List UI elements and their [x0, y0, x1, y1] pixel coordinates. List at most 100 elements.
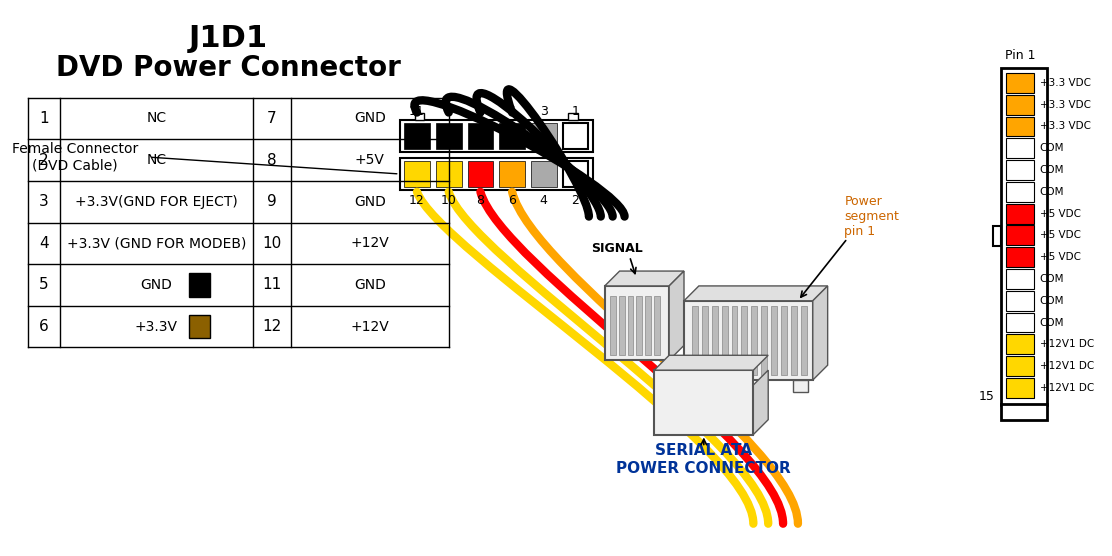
Bar	[645, 296, 652, 355]
Text: +5 VDC: +5 VDC	[1040, 252, 1081, 262]
Text: 5: 5	[39, 277, 49, 292]
Bar	[499, 161, 525, 187]
Text: +12V1 DC: +12V1 DC	[1040, 383, 1094, 393]
Text: 12: 12	[409, 194, 425, 207]
Text: 11: 11	[409, 106, 425, 118]
Bar	[1001, 68, 1046, 405]
Text: 1: 1	[39, 111, 49, 126]
Text: 4: 4	[39, 236, 49, 251]
Polygon shape	[684, 286, 827, 301]
Text: GND: GND	[354, 195, 386, 208]
Bar	[436, 123, 461, 149]
Text: 3: 3	[539, 106, 548, 118]
Bar	[1006, 335, 1034, 354]
Text: SIGNAL: SIGNAL	[590, 242, 643, 255]
Bar	[189, 315, 210, 339]
Bar	[752, 306, 757, 375]
Bar	[654, 370, 753, 435]
Text: +3.3V(GND FOR EJECT): +3.3V(GND FOR EJECT)	[75, 195, 238, 208]
Text: +5 VDC: +5 VDC	[1040, 208, 1081, 219]
Bar	[781, 306, 787, 375]
Bar	[1006, 73, 1034, 93]
Text: COM: COM	[1040, 317, 1064, 327]
Polygon shape	[753, 370, 768, 435]
Bar	[609, 296, 616, 355]
Bar	[399, 121, 593, 152]
Bar	[530, 161, 557, 187]
Bar	[499, 123, 525, 149]
Text: 2: 2	[39, 152, 49, 167]
Bar	[1006, 182, 1034, 202]
Bar	[568, 112, 578, 121]
Bar	[399, 158, 593, 190]
Text: COM: COM	[1040, 165, 1064, 175]
Text: 8: 8	[267, 152, 277, 167]
Bar	[1006, 291, 1034, 311]
Bar	[530, 123, 557, 149]
Bar	[742, 306, 747, 375]
Text: +12V1 DC: +12V1 DC	[1040, 339, 1094, 349]
Bar	[1006, 356, 1034, 376]
Bar	[732, 306, 737, 375]
Text: +5V: +5V	[355, 153, 385, 167]
Bar	[1001, 404, 1046, 420]
Text: 7: 7	[476, 106, 485, 118]
Polygon shape	[605, 271, 684, 286]
Bar	[1006, 95, 1034, 115]
Text: GND: GND	[354, 278, 386, 292]
Bar	[712, 306, 717, 375]
Text: COM: COM	[1040, 143, 1064, 153]
Bar	[1006, 160, 1034, 180]
Bar	[436, 161, 461, 187]
Bar	[791, 306, 797, 375]
Bar	[801, 306, 807, 375]
Bar	[404, 161, 430, 187]
Text: 9: 9	[445, 106, 453, 118]
Text: NC: NC	[147, 153, 167, 167]
Bar	[1006, 203, 1034, 224]
Text: GND: GND	[140, 278, 172, 292]
Polygon shape	[654, 355, 768, 370]
Bar	[563, 161, 588, 187]
Bar	[618, 296, 625, 355]
Text: 11: 11	[262, 277, 281, 292]
Bar	[1006, 378, 1034, 398]
Bar	[1006, 247, 1034, 267]
Bar	[684, 301, 813, 380]
Text: NC: NC	[147, 112, 167, 126]
Text: +12V: +12V	[350, 320, 389, 334]
Text: GND: GND	[354, 112, 386, 126]
Bar	[467, 123, 494, 149]
Bar	[762, 306, 767, 375]
Text: DVD Power Connector: DVD Power Connector	[56, 54, 400, 82]
Text: 7: 7	[267, 111, 277, 126]
Text: 8: 8	[476, 194, 485, 207]
Text: +3.3 VDC: +3.3 VDC	[1040, 78, 1091, 88]
Bar	[702, 306, 707, 375]
Text: COM: COM	[1040, 187, 1064, 197]
Text: 10: 10	[440, 194, 457, 207]
Text: 9: 9	[267, 194, 277, 209]
Text: Power
segment
pin 1: Power segment pin 1	[844, 195, 900, 238]
Text: Pin 1: Pin 1	[1004, 49, 1035, 62]
Text: 6: 6	[39, 319, 49, 334]
Polygon shape	[813, 286, 827, 380]
Bar	[563, 123, 588, 149]
Text: +5 VDC: +5 VDC	[1040, 230, 1081, 240]
Text: 5: 5	[508, 106, 516, 118]
Bar	[993, 226, 1001, 246]
Bar	[404, 123, 430, 149]
Text: Female Connector
(DVD Cable): Female Connector (DVD Cable)	[11, 142, 138, 172]
Bar	[415, 112, 425, 121]
Bar	[636, 296, 643, 355]
Text: +3.3V (GND FOR MODEB): +3.3V (GND FOR MODEB)	[67, 236, 246, 250]
Bar	[793, 380, 807, 392]
Text: +12V: +12V	[350, 236, 389, 250]
Text: 10: 10	[262, 236, 281, 251]
Text: 3: 3	[39, 194, 49, 209]
Text: +3.3V: +3.3V	[135, 320, 178, 334]
Text: 2: 2	[572, 194, 579, 207]
Bar	[1006, 226, 1034, 245]
Bar	[189, 273, 210, 297]
Text: SERIAL ATA
POWER CONNECTOR: SERIAL ATA POWER CONNECTOR	[616, 443, 792, 475]
